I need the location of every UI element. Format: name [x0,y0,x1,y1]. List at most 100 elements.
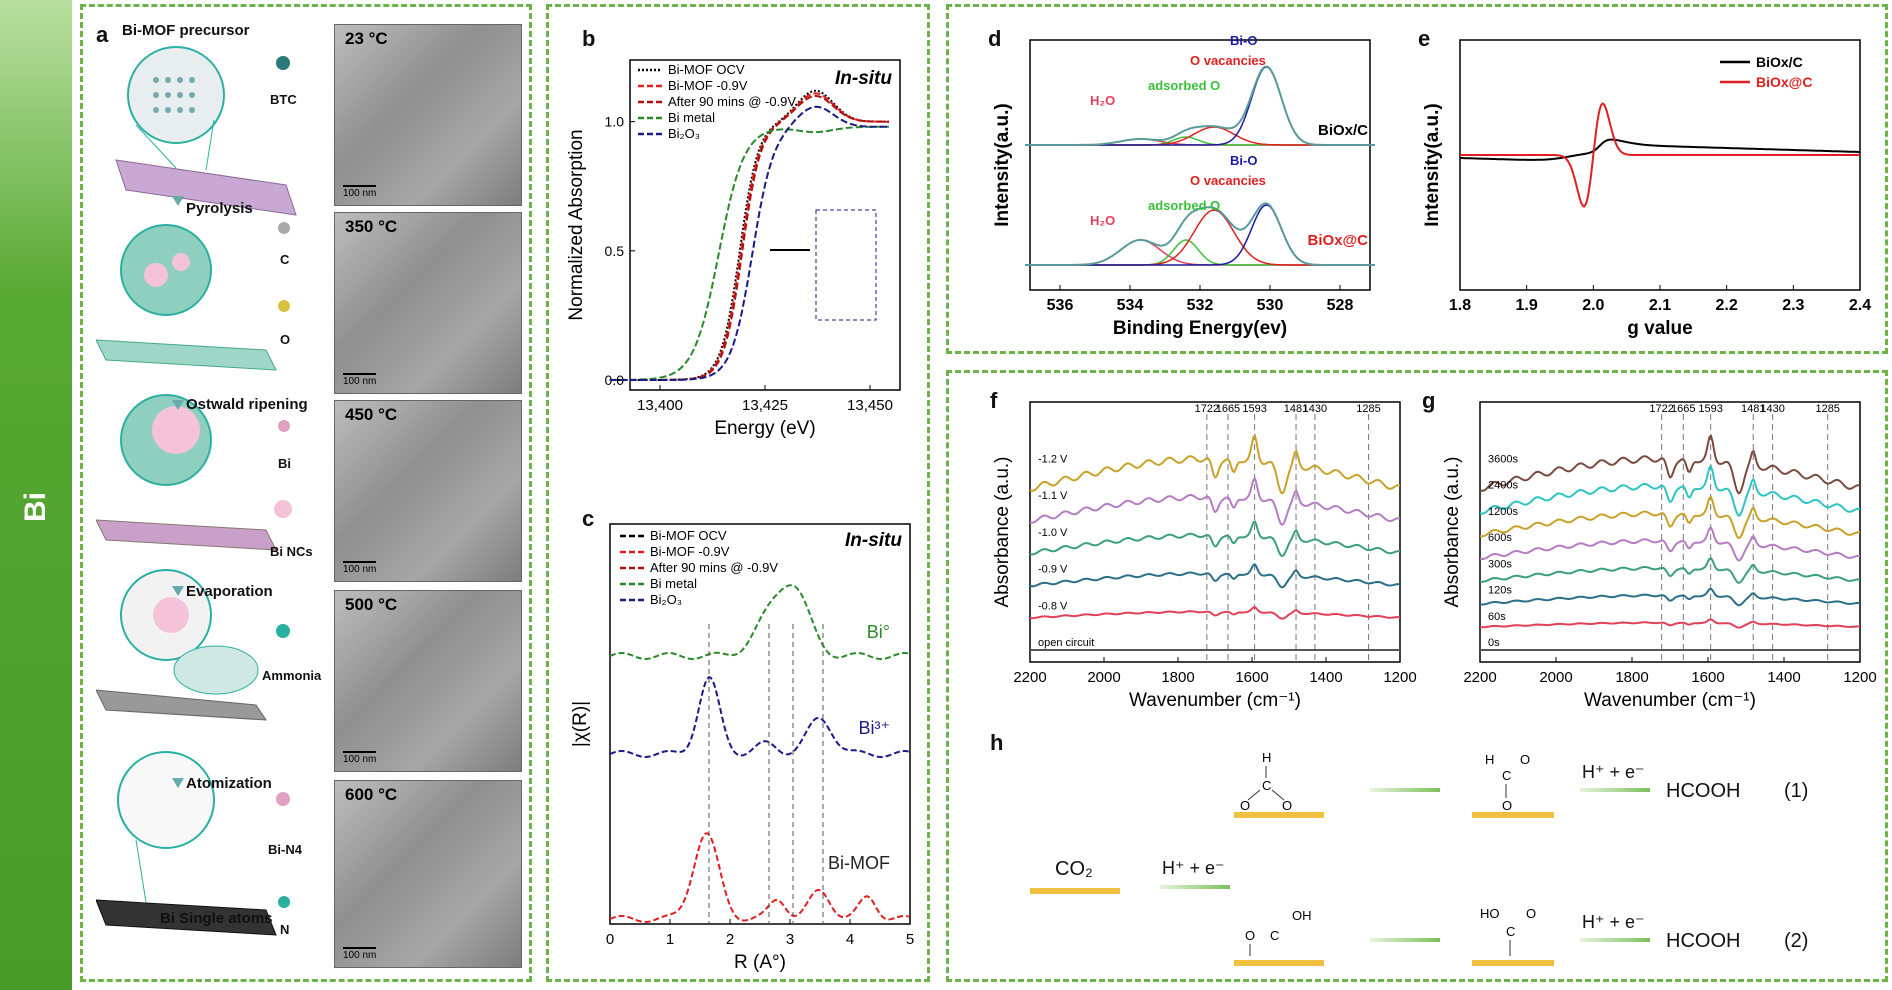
x-tick-label: 2200 [1013,669,1046,686]
arrow-icon [1580,788,1650,792]
x-tick-label: 2000 [1539,669,1572,686]
step-pyrolysis: Pyrolysis [186,200,253,217]
chart-f: 2200 2000 1800 1600 1400 1200 Wavenumber (cm⁻¹… [992,401,1417,711]
series-line [1479,587,1861,607]
x-tick-label: 532 [1187,297,1214,314]
product-2: HCOOH [1666,930,1741,952]
x-tick-label: 1600 [1691,669,1724,686]
series-line [1029,520,1401,557]
product-1: HCOOH [1666,780,1741,802]
x-tick-label: 1800 [1615,669,1648,686]
series-label: 1200s [1488,506,1518,518]
eq-1: (1) [1784,780,1809,802]
chart-e: 1.8 1.9 2.0 2.1 2.2 2.3 2.4 g value Intensity(a.… [1422,39,1871,339]
y-axis-label: |χ(R)| [570,701,591,747]
y-axis-label: Intensity(a.u.) [1422,103,1443,227]
series-line [1029,606,1401,620]
tem-temp: 600 °C [345,785,398,804]
curve-label: Bi³⁺ [859,718,891,738]
legend-o: O [280,332,291,347]
plot-frame [609,523,911,925]
svg-text:C: C [1270,928,1279,943]
panel-de-frame [946,4,1888,354]
series-label: open circuit [1038,637,1094,649]
peak-label: 1481 [1741,403,1765,415]
arrow-icon [1370,788,1440,792]
legend-entry: Bi-MOF -0.9V [668,78,748,93]
peak-annotation: Bi-O [1230,153,1257,168]
legend-o-icon [278,300,290,312]
legend-entry: After 90 mins @ -0.9V [668,94,796,109]
legend-entry: Bi metal [650,576,697,591]
legend-n: N [280,922,290,937]
scale-bar: 100 nm [343,947,377,961]
insitu-label: In-situ [845,530,902,551]
series-line [609,125,889,381]
panel-h-label: h [990,730,1004,755]
series-line [1480,618,1860,629]
legend-bin4-icon [276,792,290,806]
svg-text:O: O [1526,906,1536,921]
y-axis-label: Absorbance (a.u.) [1442,456,1463,607]
legend-entry: BiOx/C [1756,54,1803,70]
series-line [1479,526,1861,562]
peak-annotation: H₂O [1090,213,1115,228]
x-tick-label: 1800 [1161,669,1194,686]
x-tick-label: 1 [666,931,674,948]
series-line [609,94,889,381]
legend-binc-icon [274,500,292,518]
series-line [609,676,909,758]
series-line [609,584,909,661]
x-tick-label: 2 [726,931,734,948]
panel-a-label: a [96,22,109,47]
x-tick-label: 4 [846,931,854,948]
arrow-icon [1370,938,1440,942]
legend-c-icon [278,222,290,234]
scale-bar: 100 nm [343,751,377,765]
legend-btc-icon [276,56,290,70]
x-tick-label: 528 [1327,297,1354,314]
x-axis-label: Binding Energy(ev) [1113,318,1287,339]
chart-g: 2200 2000 1800 1600 1400 1200 Wavenumber (cm⁻¹… [1442,401,1877,711]
x-tick-label: 2.2 [1716,297,1738,314]
svg-text:O: O [1245,928,1255,943]
legend-bi: Bi [278,456,291,471]
step-atomization: Atomization [186,775,272,792]
panel-a-frame [80,4,532,982]
y-axis-label: Absorbance (a.u.) [992,456,1013,607]
curve-label: Bi-MOF [828,853,890,873]
series-label: -0.9 V [1038,564,1068,576]
series-line [1029,477,1401,526]
peak-label: 1593 [1242,403,1266,415]
he-label-2: H⁺ + e⁻ [1582,912,1645,932]
panel-g-label: g [1422,388,1436,413]
svg-text:H: H [1262,750,1271,765]
co2-label: CO₂ [1055,858,1093,880]
series-label: -1.1 V [1038,490,1068,502]
ripening-stage-illustration [96,394,277,551]
x-tick-label: 1400 [1309,669,1342,686]
panel-a-schematic [96,46,297,936]
peak-label: 1285 [1815,403,1839,415]
series-label: -1.2 V [1038,454,1068,466]
series-label: 0s [1488,637,1500,649]
x-tick-label: 530 [1257,297,1284,314]
peak-label: 1430 [1760,403,1784,415]
tem-temp: 350 °C [345,217,398,236]
legend-entry: Bi-MOF OCV [668,62,745,77]
envelope-fit [1025,202,1375,266]
peak-label: 1665 [1216,403,1240,415]
series-line [1479,434,1861,495]
svg-text:H: H [1485,752,1494,767]
curve-label: Bi° [867,622,890,642]
x-tick-label: 0 [606,931,614,948]
legend-entry: BiOx@C [1756,74,1812,90]
svg-text:O: O [1240,798,1250,813]
step-single-atoms: Bi Single atoms [160,910,273,927]
series-line [1460,138,1860,161]
side-label: Bi [19,492,52,522]
tem-temp: 450 °C [345,405,398,424]
svg-text:O: O [1282,798,1292,813]
series-label: 2400s [1488,480,1518,492]
